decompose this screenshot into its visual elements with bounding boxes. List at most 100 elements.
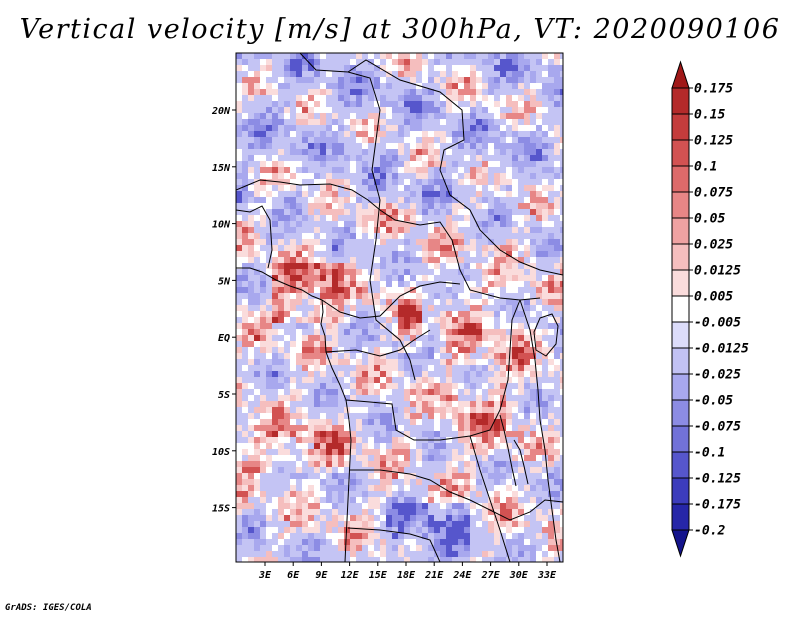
field-cell: [524, 65, 530, 71]
field-cell: [356, 197, 362, 203]
field-cell: [362, 161, 368, 167]
field-cell: [380, 311, 386, 317]
field-cell: [434, 491, 440, 497]
field-cell: [422, 113, 428, 119]
field-cell: [314, 431, 320, 437]
field-cell: [374, 521, 380, 527]
field-cell: [482, 509, 488, 515]
field-cell: [482, 269, 488, 275]
field-cell: [530, 503, 536, 509]
field-cell: [374, 431, 380, 437]
field-cell: [374, 203, 380, 209]
field-cell: [374, 497, 380, 503]
field-cell: [272, 443, 278, 449]
field-cell: [374, 359, 380, 365]
field-cell: [518, 167, 524, 173]
field-cell: [374, 113, 380, 119]
field-cell: [524, 245, 530, 251]
field-cell: [530, 551, 536, 557]
field-cell: [494, 401, 500, 407]
field-cell: [548, 383, 554, 389]
field-cell: [398, 167, 404, 173]
field-cell: [464, 347, 470, 353]
field-cell: [446, 287, 452, 293]
field-cell: [320, 539, 326, 545]
field-cell: [326, 83, 332, 89]
field-cell: [464, 461, 470, 467]
field-cell: [332, 269, 338, 275]
field-cell: [374, 305, 380, 311]
field-cell: [350, 521, 356, 527]
field-cell: [242, 479, 248, 485]
field-cell: [326, 215, 332, 221]
field-cell: [326, 437, 332, 443]
field-cell: [338, 89, 344, 95]
colorbar-segment: [671, 217, 690, 245]
field-cell: [374, 77, 380, 83]
field-cell: [482, 329, 488, 335]
field-cell: [470, 503, 476, 509]
field-cell: [494, 203, 500, 209]
field-cell: [296, 347, 302, 353]
field-cell: [284, 551, 290, 557]
field-cell: [290, 389, 296, 395]
field-cell: [482, 467, 488, 473]
field-cell: [356, 101, 362, 107]
field-cell: [290, 305, 296, 311]
field-cell: [434, 527, 440, 533]
field-cell: [470, 383, 476, 389]
field-cell: [398, 221, 404, 227]
field-cell: [524, 509, 530, 515]
colorbar-segment: [671, 451, 690, 479]
field-cell: [332, 299, 338, 305]
field-cell: [404, 53, 410, 59]
field-cell: [266, 173, 272, 179]
field-cell: [254, 533, 260, 539]
field-cell: [482, 515, 488, 521]
field-cell: [416, 119, 422, 125]
field-cell: [314, 389, 320, 395]
field-cell: [530, 185, 536, 191]
field-cell: [488, 209, 494, 215]
field-cell: [314, 455, 320, 461]
field-cell: [278, 275, 284, 281]
field-cell: [482, 317, 488, 323]
field-cell: [326, 311, 332, 317]
field-cell: [542, 131, 548, 137]
field-cell: [434, 107, 440, 113]
field-cell: [326, 467, 332, 473]
field-cell: [362, 383, 368, 389]
field-cell: [494, 137, 500, 143]
field-cell: [404, 509, 410, 515]
field-cell: [500, 443, 506, 449]
field-cell: [350, 557, 356, 562]
field-cell: [524, 485, 530, 491]
field-cell: [470, 251, 476, 257]
field-cell: [530, 467, 536, 473]
field-cell: [422, 503, 428, 509]
field-cell: [368, 179, 374, 185]
field-cell: [500, 281, 506, 287]
field-cell: [494, 101, 500, 107]
field-cell: [236, 275, 242, 281]
field-cell: [398, 545, 404, 551]
field-cell: [398, 425, 404, 431]
field-cell: [482, 335, 488, 341]
field-cell: [440, 551, 446, 557]
field-cell: [254, 179, 260, 185]
field-cell: [266, 137, 272, 143]
field-cell: [320, 53, 326, 59]
field-cell: [422, 131, 428, 137]
field-cell: [260, 317, 266, 323]
field-cell: [500, 383, 506, 389]
field-cell: [314, 365, 320, 371]
field-cell: [308, 131, 314, 137]
field-cell: [356, 521, 362, 527]
field-cell: [278, 431, 284, 437]
field-cell: [278, 257, 284, 263]
field-cell: [290, 197, 296, 203]
field-cell: [314, 299, 320, 305]
field-cell: [494, 389, 500, 395]
field-cell: [374, 137, 380, 143]
field-cell: [374, 125, 380, 131]
